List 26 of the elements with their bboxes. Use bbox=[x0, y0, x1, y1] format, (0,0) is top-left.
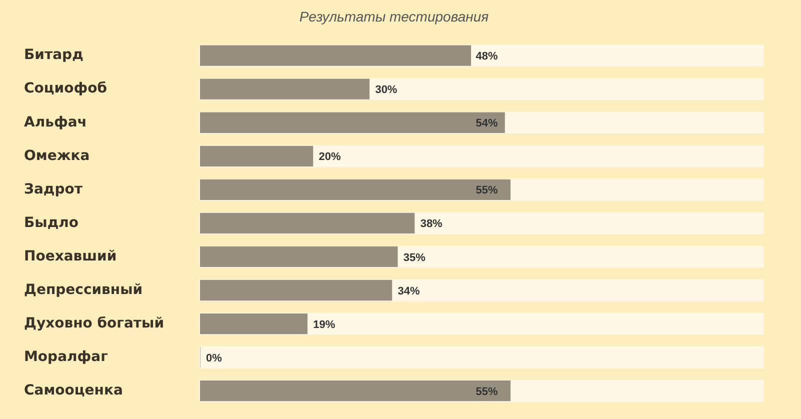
chart-title: Результаты тестирования bbox=[299, 8, 490, 24]
y-tick-label: Самооценка bbox=[24, 382, 123, 398]
data-label: 55% bbox=[476, 386, 498, 398]
y-tick-label: Задрот bbox=[24, 181, 84, 198]
data-label: 48% bbox=[476, 50, 498, 63]
y-tick-label: Битард bbox=[24, 47, 84, 64]
data-label: 20% bbox=[318, 151, 342, 164]
bar bbox=[200, 146, 314, 166]
data-label: 34% bbox=[398, 285, 420, 298]
bar bbox=[200, 313, 308, 334]
y-tick-label: Быдло bbox=[24, 214, 79, 231]
y-tick-label: Социофоб bbox=[24, 80, 108, 97]
y-tick-label: Альфач bbox=[24, 114, 87, 130]
bar bbox=[200, 78, 370, 100]
data-label: 55% bbox=[476, 184, 498, 197]
y-tick-label: Депрессивный bbox=[24, 282, 143, 298]
y-tick-label: Поехавший bbox=[24, 248, 117, 264]
y-tick-label: Моралфаг bbox=[24, 348, 108, 365]
data-label: 35% bbox=[403, 252, 426, 264]
data-label: 30% bbox=[375, 84, 398, 96]
y-tick-label: Омежка bbox=[24, 148, 90, 164]
data-label: 38% bbox=[420, 218, 443, 230]
data-label: 54% bbox=[476, 118, 498, 130]
y-tick-label: Духовно богатый bbox=[24, 315, 164, 332]
data-label: 0% bbox=[206, 352, 222, 364]
data-label: 19% bbox=[313, 318, 336, 331]
